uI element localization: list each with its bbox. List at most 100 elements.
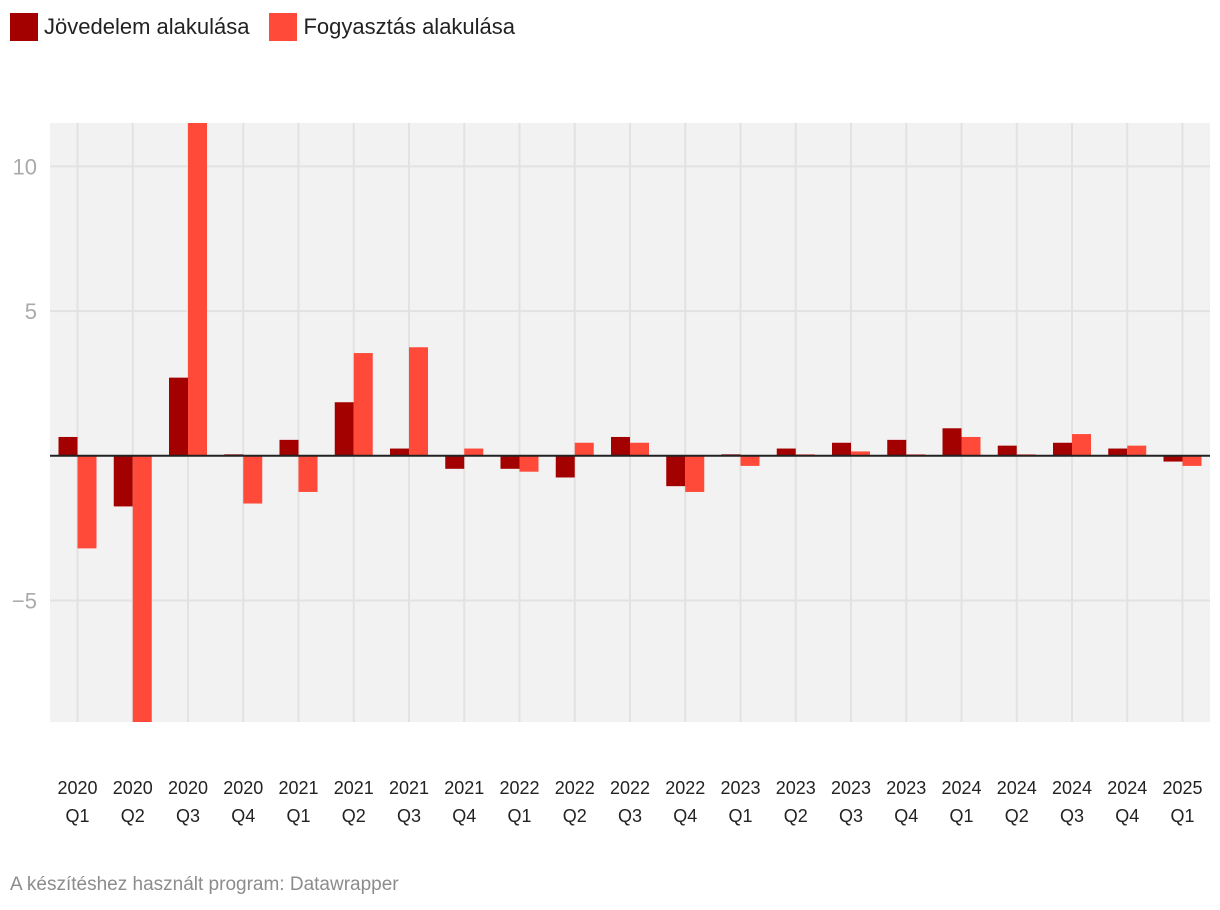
x-tick-quarter: Q4 bbox=[673, 806, 697, 826]
bar-income bbox=[169, 377, 188, 456]
x-tick-quarter: Q4 bbox=[452, 806, 476, 826]
bar-income bbox=[611, 436, 630, 456]
x-tick-year: 2024 bbox=[1107, 778, 1147, 798]
x-tick-quarter: Q3 bbox=[397, 806, 421, 826]
x-tick-quarter: Q3 bbox=[176, 806, 200, 826]
x-tick-label: 2023 Q2 bbox=[776, 778, 816, 826]
x-tick-label: 2023 Q3 bbox=[831, 778, 871, 826]
x-tick-quarter: Q3 bbox=[839, 806, 863, 826]
bar-consumption bbox=[464, 448, 484, 456]
x-tick-year: 2020 bbox=[113, 778, 153, 798]
bar-consumption bbox=[685, 455, 705, 492]
footer-credit: A készítéshez használt program: Datawrap… bbox=[10, 874, 399, 895]
y-tick-label: −5 bbox=[12, 588, 37, 613]
bar-consumption bbox=[961, 436, 981, 456]
x-tick-label: 2021 Q3 bbox=[389, 778, 429, 826]
x-tick-label: 2022 Q3 bbox=[610, 778, 650, 826]
x-tick-year: 2020 bbox=[57, 778, 97, 798]
bar-income bbox=[113, 455, 133, 507]
bar-consumption bbox=[298, 455, 318, 492]
x-tick-quarter: Q2 bbox=[121, 806, 145, 826]
x-tick-year: 2024 bbox=[997, 778, 1037, 798]
x-tick-label: 2024 Q3 bbox=[1052, 778, 1092, 826]
bar-income bbox=[887, 439, 907, 456]
bar-income bbox=[279, 439, 299, 456]
x-tick-label: 2024 Q1 bbox=[941, 778, 981, 826]
x-tick-year: 2021 bbox=[334, 778, 374, 798]
bar-income bbox=[1053, 442, 1072, 456]
x-tick-year: 2023 bbox=[720, 778, 760, 798]
x-tick-year: 2023 bbox=[886, 778, 926, 798]
x-tick-label: 2021 Q1 bbox=[278, 778, 318, 826]
bar-consumption bbox=[243, 455, 263, 504]
x-tick-quarter: Q1 bbox=[286, 806, 310, 826]
bar-income bbox=[555, 455, 575, 478]
legend: Jövedelem alakulása Fogyasztás alakulása bbox=[10, 13, 535, 41]
x-tick-label: 2023 Q1 bbox=[720, 778, 760, 826]
x-tick-year: 2024 bbox=[1052, 778, 1092, 798]
bar-income bbox=[666, 455, 686, 487]
x-tick-label: 2022 Q2 bbox=[555, 778, 595, 826]
bar-consumption bbox=[132, 455, 152, 722]
bar-income bbox=[390, 448, 409, 456]
x-tick-quarter: Q1 bbox=[949, 806, 973, 826]
x-tick-year: 2020 bbox=[168, 778, 208, 798]
bar-income bbox=[1108, 448, 1128, 456]
x-tick-quarter: Q1 bbox=[507, 806, 531, 826]
x-tick-quarter: Q2 bbox=[1005, 806, 1029, 826]
x-tick-quarter: Q2 bbox=[563, 806, 587, 826]
x-tick-quarter: Q3 bbox=[1060, 806, 1084, 826]
x-tick-quarter: Q4 bbox=[231, 806, 255, 826]
bar-income bbox=[500, 455, 520, 469]
x-tick-quarter: Q1 bbox=[1170, 806, 1194, 826]
x-tick-quarter: Q2 bbox=[342, 806, 366, 826]
legend-label-consumption: Fogyasztás alakulása bbox=[303, 14, 516, 39]
x-tick-year: 2024 bbox=[941, 778, 981, 798]
x-tick-year: 2022 bbox=[665, 778, 705, 798]
x-tick-label: 2022 Q4 bbox=[665, 778, 705, 826]
x-tick-label: 2021 Q4 bbox=[444, 778, 484, 826]
x-tick-year: 2023 bbox=[831, 778, 871, 798]
bar-chart: 10 5 −5 2020 Q1 2020 Q2 2020 Q3 2020 Q4 2021 Q1 2021 Q… bbox=[12, 123, 1210, 826]
legend-swatch-income bbox=[10, 13, 38, 41]
x-tick-label: 2023 Q4 bbox=[886, 778, 926, 826]
legend-item-income: Jövedelem alakulása bbox=[10, 13, 249, 41]
bar-income bbox=[832, 442, 851, 456]
bar-income bbox=[997, 445, 1017, 456]
x-tick-label: 2022 Q1 bbox=[499, 778, 539, 826]
y-tick-label: 10 bbox=[13, 154, 37, 179]
bar-consumption bbox=[851, 451, 870, 456]
x-tick-label: 2020 Q3 bbox=[168, 778, 208, 826]
x-tick-quarter: Q1 bbox=[728, 806, 752, 826]
bar-income bbox=[1163, 455, 1183, 462]
bar-income bbox=[942, 428, 962, 456]
x-tick-label: 2024 Q4 bbox=[1107, 778, 1147, 826]
x-tick-year: 2021 bbox=[389, 778, 429, 798]
y-tick-label: 5 bbox=[25, 299, 37, 324]
bar-consumption bbox=[77, 455, 97, 549]
x-tick-quarter: Q3 bbox=[618, 806, 642, 826]
bar-income bbox=[58, 436, 78, 456]
bar-consumption bbox=[1072, 434, 1091, 456]
bar-consumption bbox=[519, 455, 539, 472]
x-tick-quarter: Q4 bbox=[894, 806, 918, 826]
legend-label-income: Jövedelem alakulása bbox=[44, 14, 250, 39]
bar-consumption bbox=[353, 353, 373, 456]
x-tick-label: 2025 Q1 bbox=[1162, 778, 1202, 826]
bar-consumption bbox=[740, 455, 760, 466]
x-tick-quarter: Q4 bbox=[1115, 806, 1139, 826]
bar-consumption bbox=[574, 442, 594, 456]
x-tick-label: 2024 Q2 bbox=[997, 778, 1037, 826]
bar-income bbox=[334, 402, 354, 456]
x-tick-label: 2021 Q2 bbox=[334, 778, 374, 826]
x-tick-year: 2022 bbox=[499, 778, 539, 798]
x-tick-year: 2021 bbox=[278, 778, 318, 798]
x-tick-label: 2020 Q4 bbox=[223, 778, 263, 826]
bar-consumption bbox=[630, 442, 649, 456]
x-tick-year: 2020 bbox=[223, 778, 263, 798]
bar-consumption bbox=[1127, 445, 1147, 456]
x-tick-quarter: Q2 bbox=[784, 806, 808, 826]
bar-income bbox=[776, 448, 796, 456]
bar-income bbox=[445, 455, 465, 469]
x-tick-year: 2022 bbox=[610, 778, 650, 798]
